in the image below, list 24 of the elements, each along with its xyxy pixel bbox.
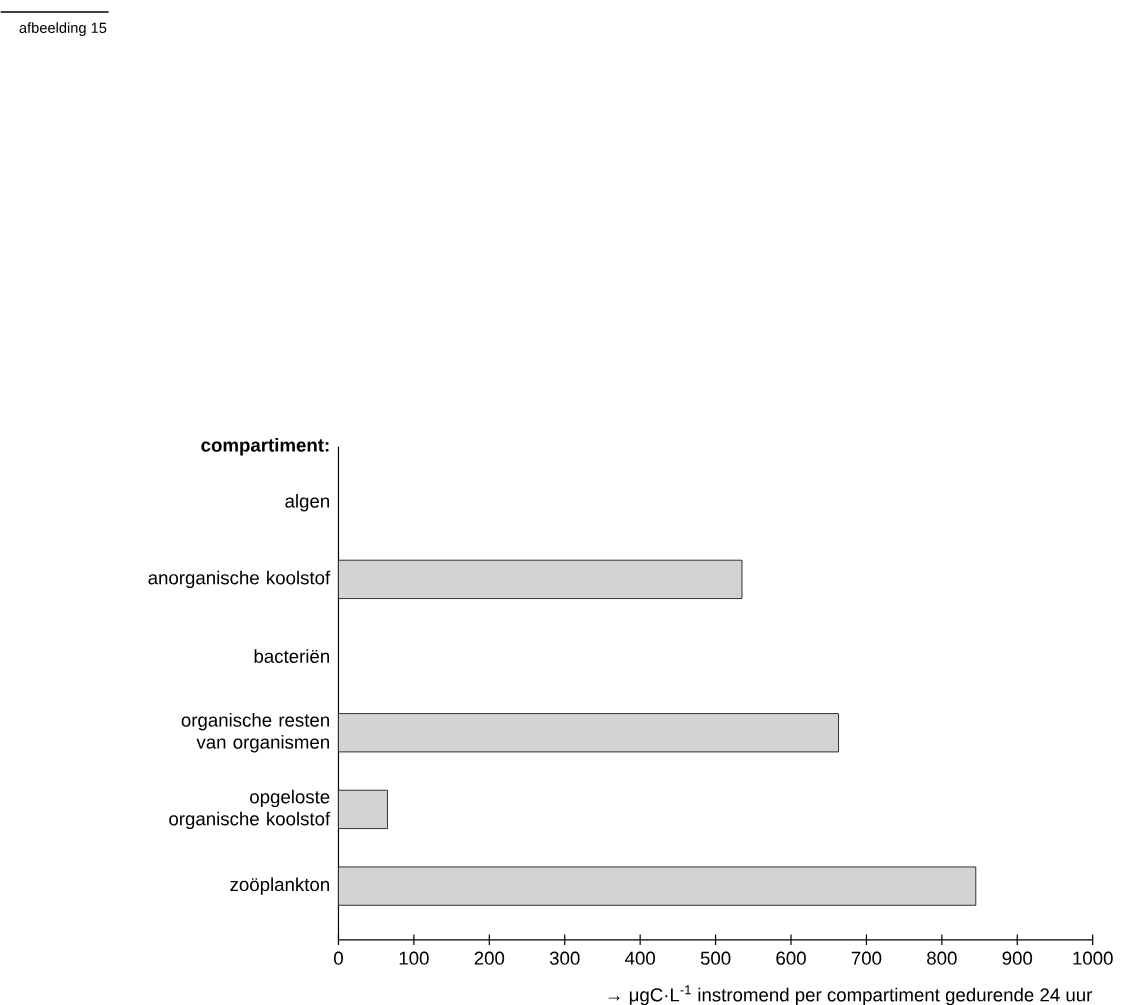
x-tick-label: 300 (549, 951, 580, 965)
bar (338, 713, 839, 753)
x-tick-label: 400 (625, 951, 655, 965)
x-tick-label: 600 (776, 951, 806, 965)
bar (338, 789, 388, 829)
x-tick-label: 1000 (1073, 951, 1113, 965)
x-tick-label: 200 (474, 951, 505, 965)
y-tick-label: anorganische koolstof (148, 570, 331, 588)
x-axis-title: → μgC·L$^{-1}$ instromend per compartiment gedurende 24 uur (608, 985, 1093, 1005)
bar (338, 866, 977, 906)
y-axis-title: compartiment: (201, 437, 329, 456)
bar (338, 559, 743, 599)
y-tick-label: zoöplankton (230, 877, 329, 895)
x-tick-label: 800 (927, 951, 957, 965)
x-tick-label: 900 (1002, 951, 1033, 965)
y-tick-label: bacteriën (254, 649, 329, 663)
x-tick-label: 700 (851, 951, 882, 965)
y-tick-label: algen (285, 493, 329, 512)
y-tick-label: opgeloste organische koolstof (169, 789, 331, 830)
y-tick-label: organische resten van organismen (181, 712, 329, 753)
text: afbeelding 15 (19, 22, 107, 36)
x-tick-label: 500 (700, 951, 731, 965)
x-tick-label: 100 (399, 951, 429, 965)
x-tick-label: 0 (334, 951, 343, 965)
